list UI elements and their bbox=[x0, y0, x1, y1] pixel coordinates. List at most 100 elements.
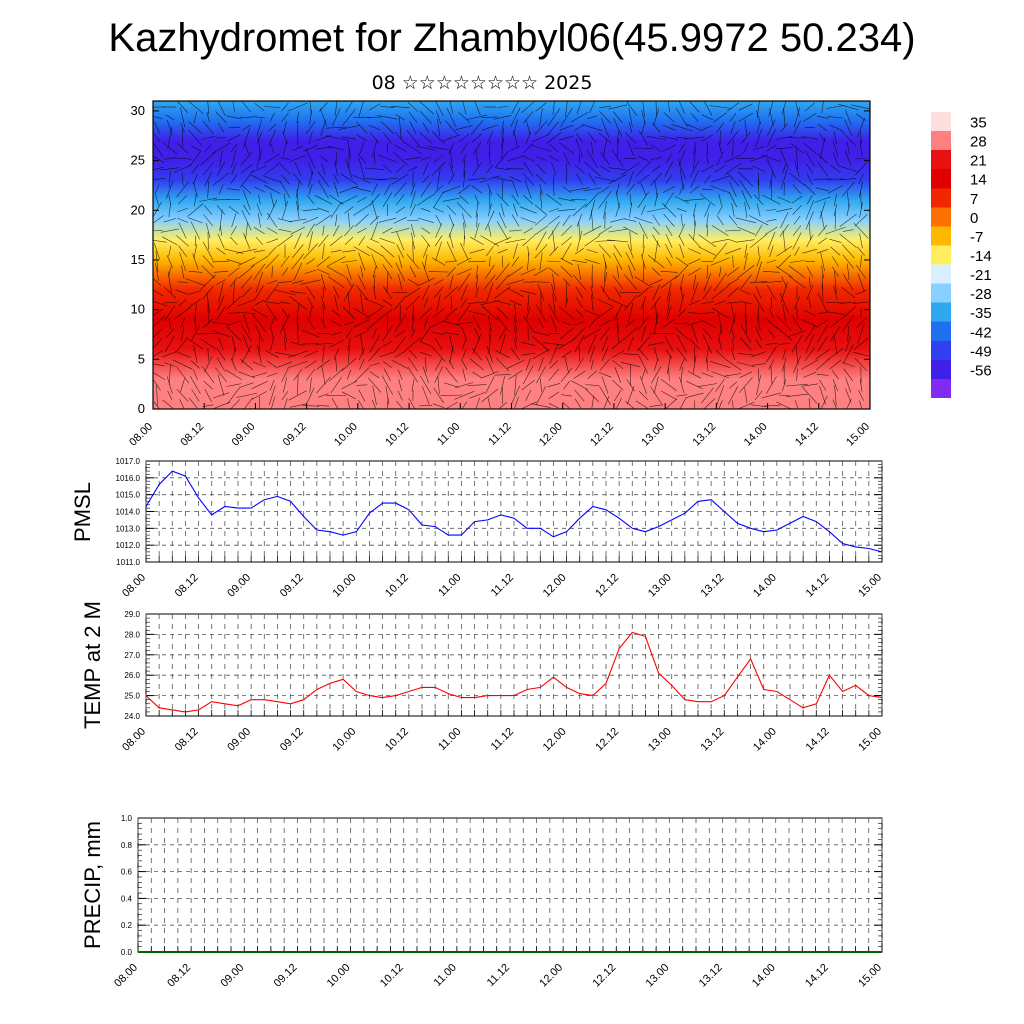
wind-vector bbox=[754, 390, 763, 401]
wind-vector bbox=[614, 389, 622, 402]
wind-vector bbox=[302, 404, 320, 407]
wind-vector bbox=[240, 164, 253, 174]
wind-vector bbox=[816, 248, 829, 254]
wind-vector bbox=[612, 275, 624, 289]
wind-vector bbox=[652, 234, 661, 248]
wind-vector bbox=[190, 325, 200, 342]
colorbar-label: 28 bbox=[970, 134, 987, 151]
x-tick-label: 08.12 bbox=[173, 726, 201, 754]
wind-vector bbox=[321, 365, 326, 385]
wind-vector bbox=[270, 396, 276, 409]
wind-vector bbox=[204, 171, 213, 187]
wind-vector bbox=[832, 140, 839, 156]
wind-vector bbox=[572, 203, 587, 217]
wind-vector bbox=[325, 126, 347, 129]
wind-vector bbox=[727, 278, 739, 286]
wind-vector bbox=[702, 285, 713, 299]
wind-vector bbox=[717, 205, 723, 215]
wind-vector bbox=[859, 140, 863, 157]
wind-vector bbox=[473, 316, 481, 331]
wind-vector bbox=[688, 234, 701, 248]
wind-vector bbox=[845, 336, 852, 352]
wind-vector bbox=[514, 338, 517, 350]
wind-vector bbox=[253, 186, 266, 193]
wind-vector bbox=[394, 350, 406, 358]
wind-vector bbox=[445, 120, 458, 135]
wind-vector bbox=[534, 244, 548, 259]
wind-vector bbox=[216, 205, 226, 215]
wind-vector bbox=[408, 111, 418, 123]
wind-vector bbox=[408, 349, 418, 359]
wind-vector bbox=[510, 348, 520, 361]
wind-vector bbox=[818, 133, 827, 143]
wind-vector bbox=[192, 173, 198, 185]
wind-vector bbox=[693, 274, 697, 290]
wind-vector bbox=[622, 353, 639, 355]
wind-vector bbox=[792, 204, 802, 216]
wind-vector bbox=[857, 117, 865, 138]
wind-vector bbox=[164, 335, 175, 352]
wind-vector bbox=[243, 204, 251, 216]
wind-vector bbox=[832, 151, 839, 166]
wind-vector bbox=[777, 254, 791, 269]
wind-vector bbox=[410, 191, 416, 209]
wind-vector bbox=[601, 347, 609, 362]
wind-vector bbox=[509, 229, 522, 232]
wind-vector bbox=[164, 305, 176, 321]
wind-vector bbox=[842, 254, 854, 269]
wind-vector bbox=[718, 337, 722, 350]
wind-vector bbox=[711, 371, 730, 379]
wind-vector bbox=[212, 199, 230, 201]
wind-vector bbox=[242, 101, 251, 113]
wind-vector bbox=[190, 221, 200, 240]
wind-vectors bbox=[153, 101, 870, 409]
wind-vector bbox=[226, 259, 241, 264]
wind-vector bbox=[193, 111, 198, 124]
wind-vector bbox=[281, 308, 289, 318]
x-tick-label: 11.00 bbox=[436, 572, 463, 599]
wind-vector bbox=[816, 115, 829, 119]
wind-vector bbox=[536, 385, 546, 405]
wind-vector bbox=[603, 395, 610, 409]
wind-vector bbox=[783, 107, 785, 127]
wind-vector bbox=[250, 174, 269, 184]
wind-vector bbox=[270, 337, 275, 351]
wind-vector bbox=[390, 105, 410, 109]
wind-vector bbox=[305, 120, 316, 135]
wind-vector bbox=[728, 239, 738, 243]
wind-vector bbox=[386, 397, 389, 409]
wind-vector bbox=[421, 284, 430, 301]
wind-vector bbox=[256, 203, 263, 217]
wind-vector bbox=[513, 326, 517, 342]
wind-vector bbox=[431, 346, 446, 362]
wind-vector bbox=[488, 224, 492, 237]
wind-vector bbox=[626, 183, 635, 195]
wind-vector bbox=[422, 262, 430, 282]
wind-vector bbox=[712, 239, 729, 243]
y-tick-label: 10 bbox=[131, 302, 145, 317]
wind-vector bbox=[462, 349, 467, 360]
wind-vector bbox=[806, 195, 813, 205]
wind-vector bbox=[535, 102, 547, 112]
wind-vector bbox=[817, 312, 828, 314]
wind-vector bbox=[215, 111, 227, 124]
wind-vector bbox=[621, 162, 640, 176]
x-tick-label: 11.00 bbox=[432, 962, 459, 989]
wind-vector bbox=[304, 360, 317, 369]
wind-vector bbox=[801, 383, 819, 387]
wind-vector bbox=[616, 323, 619, 344]
wind-vector bbox=[317, 171, 330, 187]
wind-vector bbox=[767, 119, 776, 136]
wind-vector bbox=[755, 339, 762, 349]
wind-vector bbox=[623, 226, 638, 235]
wind-vector bbox=[860, 131, 862, 145]
wind-vector bbox=[816, 373, 829, 376]
wind-vector bbox=[360, 293, 364, 313]
wind-vector bbox=[859, 181, 863, 198]
wind-vector bbox=[201, 136, 215, 140]
wind-vector bbox=[488, 334, 492, 354]
wind-vector bbox=[789, 172, 805, 186]
wind-vector bbox=[495, 150, 510, 167]
wind-vector bbox=[687, 320, 702, 326]
wind-vector bbox=[423, 316, 429, 330]
